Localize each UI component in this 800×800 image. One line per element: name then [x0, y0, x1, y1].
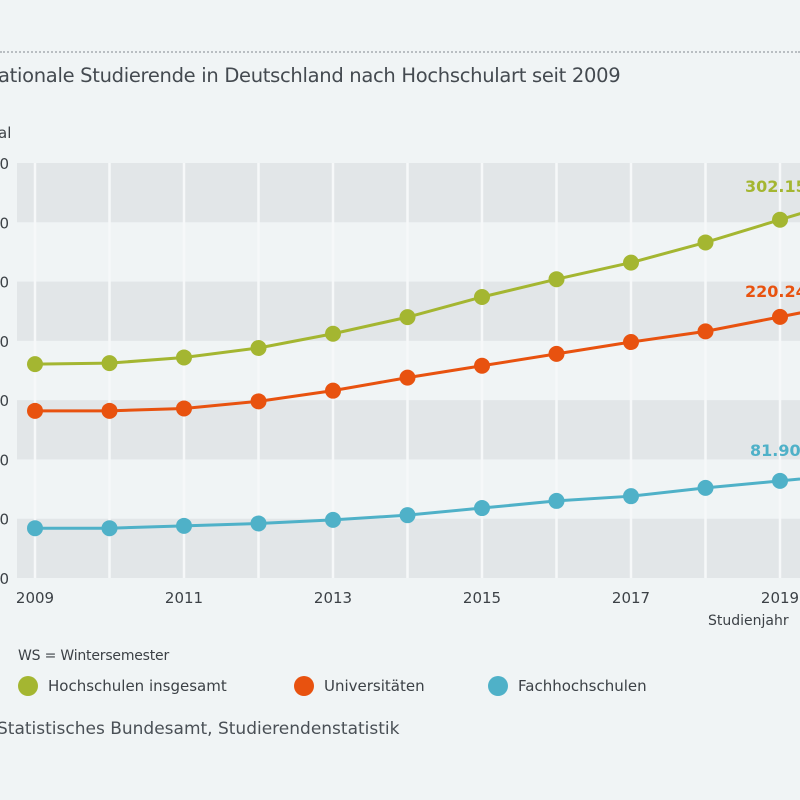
data-point [548, 345, 565, 362]
data-point [101, 402, 118, 419]
data-point [548, 271, 565, 288]
legend-dot-icon [294, 676, 314, 696]
data-point [325, 325, 341, 342]
y-axis-label: al [0, 124, 12, 142]
data-point [176, 517, 192, 534]
end-value-label: 81.90 [750, 441, 800, 460]
legend-label: Fachhochschulen [518, 677, 647, 695]
x-tick-label: 2017 [612, 589, 650, 607]
data-point [474, 288, 490, 305]
data-point [772, 472, 788, 489]
end-value-label: 302.15 [745, 177, 800, 196]
legend-label: Universitäten [324, 677, 425, 695]
data-point [101, 355, 118, 372]
data-point [772, 308, 788, 325]
data-point [250, 515, 267, 532]
legend-dot-icon [18, 676, 38, 696]
x-tick-label: 2013 [314, 589, 352, 607]
legend-label: Hochschulen insgesamt [48, 677, 227, 695]
data-point [325, 382, 341, 399]
y-tick-label: 0 [0, 570, 9, 588]
data-point [250, 339, 267, 356]
data-point [697, 234, 714, 251]
data-point [772, 211, 788, 228]
legend-note: WS = Wintersemester [18, 648, 170, 664]
y-tick-label: 0 [0, 392, 9, 410]
data-point [697, 323, 714, 340]
data-point [27, 520, 43, 537]
legend-item-universitaeten: Universitäten [294, 676, 425, 696]
end-value-label: 220.24 [745, 282, 800, 301]
chart-title: ationale Studierende in Deutschland nach… [0, 64, 621, 87]
data-point [697, 479, 714, 496]
legend-item-hochschulen: Hochschulen insgesamt [18, 676, 227, 696]
x-axis-label: Studienjahr [708, 613, 789, 629]
legend-item-fachhochschulen: Fachhochschulen [488, 676, 647, 696]
data-point [474, 357, 490, 374]
legend-dot-icon [488, 676, 508, 696]
series-line [34, 212, 800, 366]
x-tick-label: 2019 [761, 589, 799, 607]
data-point [27, 356, 43, 373]
data-point [548, 492, 565, 509]
y-tick-label: 0 [0, 274, 9, 292]
data-point [101, 520, 118, 537]
series-line [35, 477, 800, 530]
data-point [399, 507, 416, 524]
data-point [623, 254, 639, 271]
y-tick-label: 0 [0, 214, 9, 232]
data-point [623, 334, 639, 351]
y-tick-label: 0 [0, 155, 9, 173]
y-tick-label: 0 [0, 333, 9, 351]
data-point [250, 393, 267, 410]
top-dotted-divider [0, 51, 800, 53]
data-point [176, 349, 192, 366]
data-point [474, 500, 490, 517]
x-tick-label: 2011 [165, 589, 203, 607]
data-point [623, 488, 639, 505]
series-line [35, 311, 800, 413]
y-tick-label: 0 [0, 511, 9, 529]
data-point [325, 511, 341, 528]
data-point [27, 402, 43, 419]
source-note: Statistisches Bundesamt, Studierendensta… [0, 719, 400, 739]
data-point [399, 369, 416, 386]
y-tick-label: 0 [0, 451, 9, 469]
data-point [176, 400, 192, 417]
x-tick-label: 2015 [463, 589, 501, 607]
data-point [399, 309, 416, 326]
x-tick-label: 2009 [16, 589, 54, 607]
